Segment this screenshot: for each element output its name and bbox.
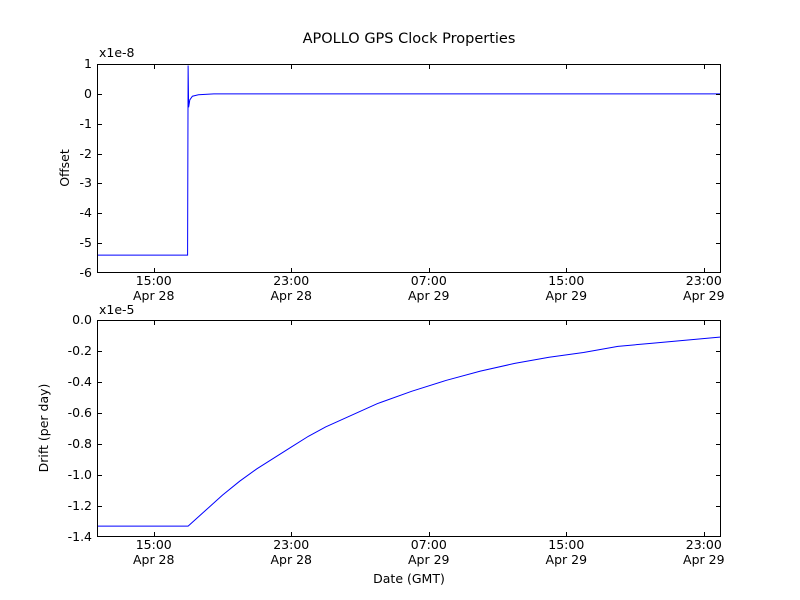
y-axis-label-offset: Offset	[57, 149, 72, 187]
y-axis-multiplier-bottom: x1e-5	[99, 302, 135, 317]
x-tick-label: 15:00 Apr 29	[521, 273, 611, 303]
chart-title: APOLLO GPS Clock Properties	[302, 31, 516, 47]
x-tick-date: Apr 29	[545, 287, 588, 303]
y-tick-label: -3	[79, 175, 92, 191]
x-tick-label: 15:00 Apr 28	[109, 537, 199, 567]
plot-area	[97, 64, 721, 274]
y-tick-label: -1	[79, 115, 92, 131]
y-tick-label: -0.2	[67, 343, 92, 358]
x-tick-date: Apr 28	[132, 551, 175, 567]
plot-area	[97, 320, 722, 538]
y-tick-label: -6	[79, 265, 92, 280]
x-tick-date: Apr 29	[408, 287, 450, 303]
y-tick-label: 0.0	[72, 312, 92, 327]
x-tick-label: 07:00 Apr 29	[384, 537, 474, 567]
x-tick-label: 23:00 Apr 29	[659, 537, 749, 567]
y-tick-label: -2	[79, 145, 92, 161]
x-tick-label: 15:00 Apr 28	[109, 273, 199, 303]
x-tick-time: 15:00	[548, 273, 585, 288]
y-tick-label: -0.8	[67, 436, 92, 451]
x-tick-date: Apr 29	[545, 551, 588, 567]
y-tick-label: -0.6	[67, 405, 92, 420]
x-tick-label: 23:00 Apr 29	[659, 273, 749, 303]
axes-top-offset	[97, 64, 721, 274]
y-tick-label: -1.2	[67, 498, 92, 513]
x-tick-time: 07:00	[410, 537, 447, 552]
x-tick-date: Apr 28	[270, 551, 312, 567]
x-tick-time: 15:00	[548, 537, 585, 552]
y-tick-label: -4	[79, 205, 92, 221]
x-tick-date: Apr 28	[270, 287, 312, 303]
x-tick-time: 07:00	[410, 273, 447, 288]
y-tick-label: -5	[79, 235, 92, 251]
x-axis-label: Date (GMT)	[373, 571, 445, 586]
y-axis-multiplier-top: x1e-8	[99, 45, 135, 60]
x-tick-time: 15:00	[135, 537, 172, 552]
x-tick-label: 15:00 Apr 29	[521, 537, 611, 567]
x-tick-time: 15:00	[135, 273, 172, 288]
y-tick-label: -0.4	[67, 374, 92, 389]
x-tick-date: Apr 28	[132, 287, 175, 303]
x-tick-time: 23:00	[685, 537, 722, 552]
y-tick-label: -1.4	[67, 529, 92, 544]
x-tick-date: Apr 29	[683, 287, 725, 303]
axes-spines	[97, 320, 721, 537]
axes-bottom-drift	[97, 320, 722, 538]
axes-spines	[97, 64, 721, 273]
x-tick-label: 23:00 Apr 28	[246, 273, 336, 303]
series-line-gps-clock-drift-x1e-5	[97, 336, 722, 527]
series-line-gps-clock-offset-x1e-8	[97, 65, 721, 256]
y-tick-label: 0	[84, 85, 92, 101]
x-tick-date: Apr 29	[408, 551, 450, 567]
x-tick-date: Apr 29	[683, 551, 725, 567]
y-tick-label: -1.0	[67, 467, 92, 482]
x-tick-time: 23:00	[685, 273, 722, 288]
x-tick-label: 23:00 Apr 28	[246, 537, 336, 567]
x-tick-label: 07:00 Apr 29	[384, 273, 474, 303]
y-tick-label: 1	[84, 56, 92, 71]
x-tick-time: 23:00	[273, 537, 310, 552]
x-tick-time: 23:00	[273, 273, 310, 288]
